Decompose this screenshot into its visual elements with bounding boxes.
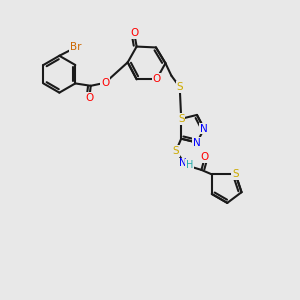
Text: O: O (152, 74, 161, 84)
Text: O: O (101, 78, 109, 88)
Text: O: O (130, 28, 138, 38)
Text: S: S (172, 146, 179, 156)
Text: O: O (201, 152, 209, 162)
Text: N: N (193, 138, 201, 148)
Text: S: S (176, 82, 183, 92)
Text: S: S (232, 169, 239, 179)
Text: Br: Br (70, 43, 81, 52)
Text: N: N (200, 124, 208, 134)
Text: S: S (178, 114, 184, 124)
Text: O: O (85, 93, 93, 103)
Text: H: H (186, 160, 193, 170)
Text: N: N (179, 158, 187, 168)
